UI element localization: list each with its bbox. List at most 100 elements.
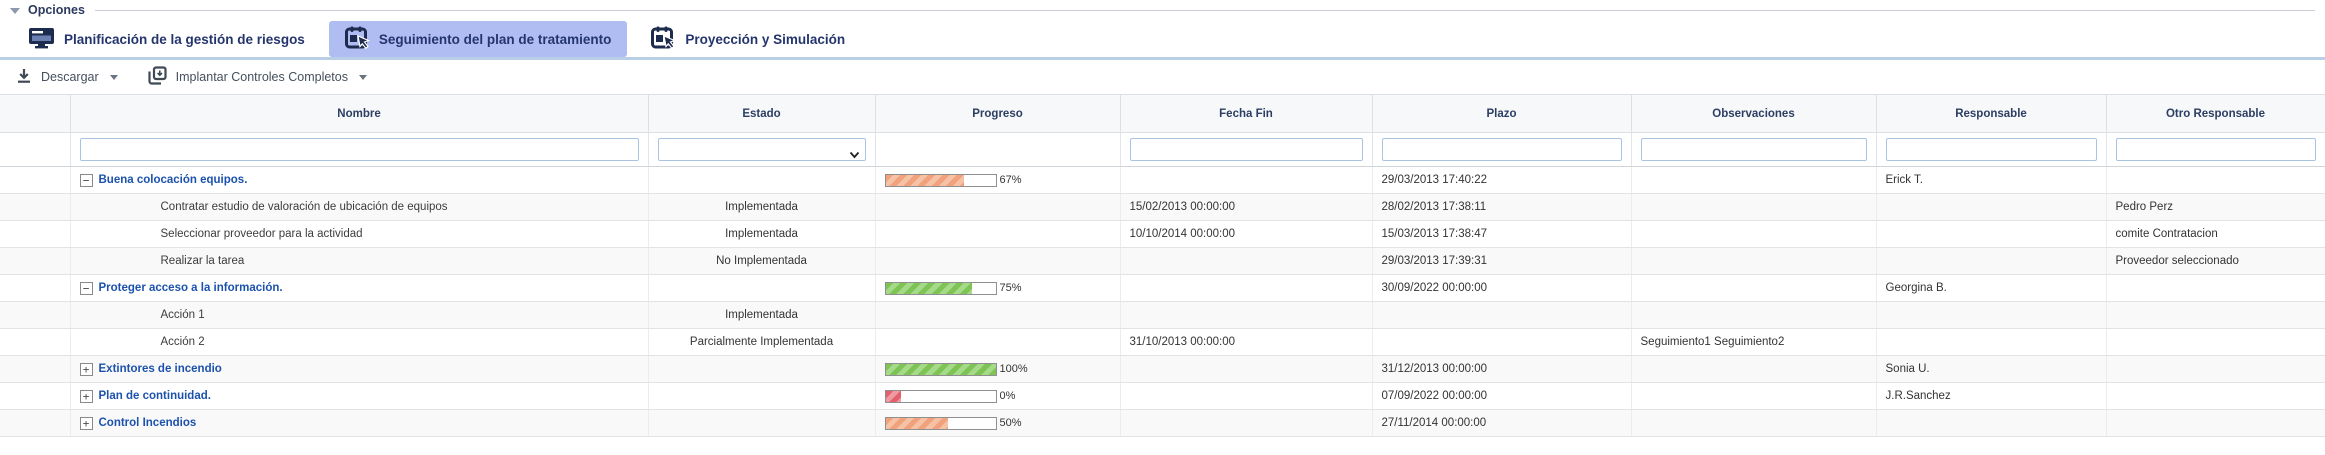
cell-otro-responsable: comite Contratacion xyxy=(2106,220,2325,248)
column-header-observaciones[interactable]: Observaciones xyxy=(1631,94,1877,133)
cell-observaciones xyxy=(1631,220,1877,248)
row-gutter xyxy=(0,166,71,194)
cell-observaciones xyxy=(1631,247,1877,275)
cell-progreso: 100% xyxy=(875,355,1121,383)
download-button[interactable]: Descargar xyxy=(16,68,118,87)
cell-estado: Parcialmente Implementada xyxy=(648,328,876,356)
cell-fecha-fin: 31/10/2013 00:00:00 xyxy=(1120,328,1373,356)
collapse-caret-icon[interactable] xyxy=(10,7,20,14)
table-row[interactable]: Realizar la tarea No Implementada 29/03/20… xyxy=(0,247,2325,275)
action-name: Acción 1 xyxy=(160,309,205,321)
cell-otro-responsable xyxy=(2106,355,2325,383)
cell-fecha-fin: 10/10/2014 00:00:00 xyxy=(1120,220,1373,248)
table-row[interactable]: + Control Incendios 50% 27/11/2014 00:00:00 xyxy=(0,409,2325,437)
treatment-plan-table: Nombre Estado Progreso Fecha Fin Plazo O… xyxy=(0,94,2325,437)
cell-responsable xyxy=(1876,409,2107,437)
cell-responsable xyxy=(1876,247,2107,275)
column-header-progreso[interactable]: Progreso xyxy=(875,94,1121,133)
risk-name-link[interactable]: Buena colocación equipos. xyxy=(98,174,248,186)
cell-responsable: Erick T. xyxy=(1876,166,2107,194)
cell-estado xyxy=(648,166,876,194)
cell-plazo: 07/09/2022 00:00:00 xyxy=(1372,382,1632,410)
tab-bar: Planificación de la gestión de riesgos S… xyxy=(0,16,2325,57)
expand-icon[interactable]: + xyxy=(79,362,93,376)
cell-nombre: Realizar la tarea xyxy=(70,247,649,275)
filter-nombre-input[interactable] xyxy=(79,138,639,161)
column-header-otro-responsable[interactable]: Otro Responsable xyxy=(2106,94,2325,133)
tab-planificacion[interactable]: Planificación de la gestión de riesgos xyxy=(12,21,321,57)
risk-name-link[interactable]: Extintores de incendio xyxy=(98,363,222,375)
header-row: Nombre Estado Progreso Fecha Fin Plazo O… xyxy=(0,94,2325,133)
collapse-icon[interactable]: − xyxy=(79,281,93,295)
expand-icon[interactable]: + xyxy=(79,416,93,430)
filter-plazo-input[interactable] xyxy=(1381,138,1622,161)
cell-estado: No Implementada xyxy=(648,247,876,275)
table-row[interactable]: + Plan de continuidad. 0% 07/09/2022 00:00:… xyxy=(0,382,2325,410)
column-header-estado[interactable]: Estado xyxy=(648,94,876,133)
column-header-nombre[interactable]: Nombre xyxy=(70,94,649,133)
cell-nombre: + Extintores de incendio xyxy=(70,355,649,383)
cell-otro-responsable xyxy=(2106,382,2325,410)
filter-responsable-input[interactable] xyxy=(1885,138,2097,161)
risk-name-link[interactable]: Proteger acceso a la información. xyxy=(98,282,283,294)
table-row[interactable]: Seleccionar proveedor para la actividad I… xyxy=(0,220,2325,248)
cell-fecha-fin xyxy=(1120,301,1373,329)
risk-name-link[interactable]: Control Incendios xyxy=(98,417,197,429)
row-gutter xyxy=(0,193,71,221)
row-gutter xyxy=(0,274,71,302)
cell-responsable: J.R.Sanchez xyxy=(1876,382,2107,410)
tab-label: Proyección y Simulación xyxy=(685,31,846,47)
download-label: Descargar xyxy=(41,70,99,84)
tab-seguimiento[interactable]: Seguimiento del plan de tratamiento xyxy=(328,21,628,57)
column-header-responsable[interactable]: Responsable xyxy=(1876,94,2107,133)
cell-fecha-fin xyxy=(1120,409,1373,437)
cell-estado xyxy=(648,355,876,383)
row-gutter xyxy=(0,220,71,248)
progress-bar xyxy=(884,362,997,376)
risk-name-link[interactable]: Plan de continuidad. xyxy=(98,390,211,402)
tab-label: Planificación de la gestión de riesgos xyxy=(64,31,305,47)
cell-observaciones xyxy=(1631,301,1877,329)
table-row[interactable]: Acción 2 Parcialmente Implementada 31/10/2… xyxy=(0,328,2325,356)
cell-fecha-fin xyxy=(1120,382,1373,410)
row-gutter xyxy=(0,382,71,410)
action-name: Contratar estudio de valoración de ubica… xyxy=(160,201,448,213)
progress-value: 0% xyxy=(999,390,1016,402)
table-row[interactable]: + Extintores de incendio 100% 31/12/2013 00… xyxy=(0,355,2325,383)
cell-observaciones xyxy=(1631,193,1877,221)
row-gutter xyxy=(0,355,71,383)
filter-fecha-fin-input[interactable] xyxy=(1129,138,1363,161)
cell-responsable: Sonia U. xyxy=(1876,355,2107,383)
cell-estado xyxy=(648,382,876,410)
action-name: Realizar la tarea xyxy=(160,255,245,267)
filter-observaciones-input[interactable] xyxy=(1640,138,1867,161)
download-icon xyxy=(16,68,32,87)
implement-controls-label: Implantar Controles Completos xyxy=(175,70,348,84)
column-header-plazo[interactable]: Plazo xyxy=(1372,94,1632,133)
expand-icon[interactable]: + xyxy=(79,389,93,403)
cell-otro-responsable xyxy=(2106,328,2325,356)
filter-estado-select[interactable] xyxy=(657,138,866,161)
cell-progreso: 50% xyxy=(875,409,1121,437)
cell-nombre: + Control Incendios xyxy=(70,409,649,437)
table-row[interactable]: Acción 1 Implementada xyxy=(0,301,2325,329)
toolbar: Descargar Implantar Controles Completos xyxy=(0,60,2325,94)
table-row[interactable]: Contratar estudio de valoración de ubica… xyxy=(0,193,2325,221)
cell-otro-responsable xyxy=(2106,166,2325,194)
filter-otro-responsable-input[interactable] xyxy=(2115,138,2316,161)
table-row[interactable]: − Buena colocación equipos. 67% 29/03/2013 … xyxy=(0,166,2325,194)
progress-bar xyxy=(884,416,997,430)
tab-proyeccion[interactable]: Proyección y Simulación xyxy=(635,21,861,57)
column-header-fecha-fin[interactable]: Fecha Fin xyxy=(1120,94,1373,133)
cell-progreso xyxy=(875,193,1121,221)
implement-controls-button[interactable]: Implantar Controles Completos xyxy=(148,66,367,88)
chevron-down-icon xyxy=(358,74,367,80)
cell-otro-responsable xyxy=(2106,301,2325,329)
filter-row xyxy=(0,132,2325,167)
collapse-icon[interactable]: − xyxy=(79,173,93,187)
cell-estado: Implementada xyxy=(648,193,876,221)
progress-bar xyxy=(884,281,997,295)
row-gutter xyxy=(0,409,71,437)
table-row[interactable]: − Proteger acceso a la información. 75% 30/… xyxy=(0,274,2325,302)
cell-otro-responsable xyxy=(2106,409,2325,437)
